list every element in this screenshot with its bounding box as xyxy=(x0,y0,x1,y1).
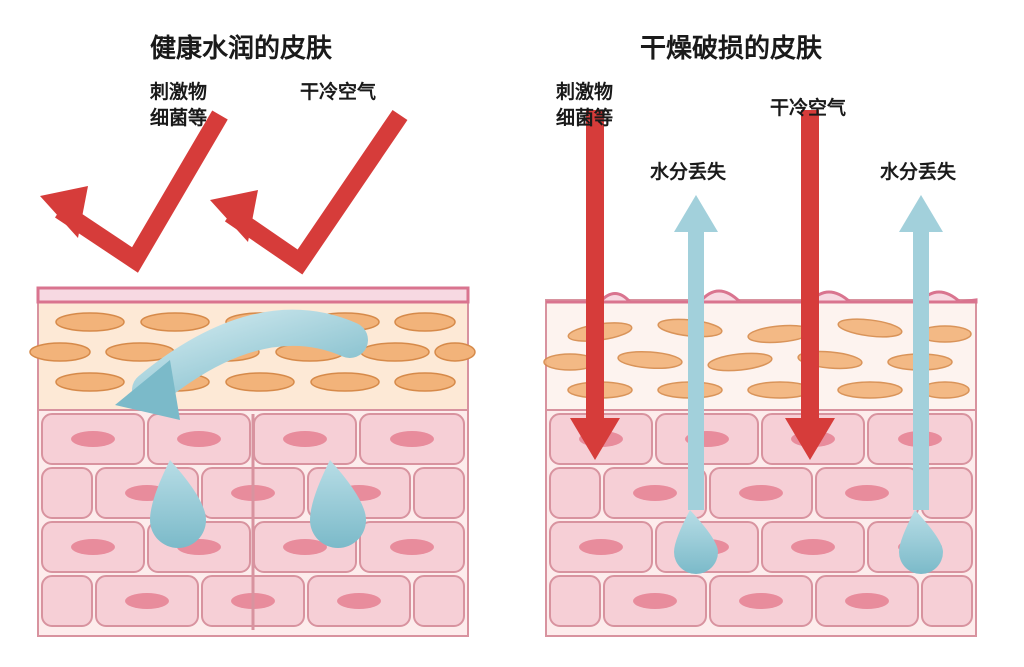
healthy-skin-panel xyxy=(30,115,475,636)
label-cold-air-left: 干冷空气 xyxy=(300,80,376,106)
label-cold-air-right: 干冷空气 xyxy=(770,96,846,122)
label-water-loss-1: 水分丢失 xyxy=(650,160,726,186)
label-irritants-right: 刺激物 细菌等 xyxy=(556,80,613,131)
cold-air-deflect-arrow-2 xyxy=(210,115,400,262)
damaged-skin-panel xyxy=(544,110,976,636)
damaged-title: 干燥破损的皮肤 xyxy=(640,28,822,65)
label-irritants-left: 刺激物 细菌等 xyxy=(150,80,207,131)
healthy-title: 健康水润的皮肤 xyxy=(150,28,332,65)
irritant-deflect-arrow-1 xyxy=(40,115,220,260)
label-water-loss-2: 水分丢失 xyxy=(880,160,956,186)
